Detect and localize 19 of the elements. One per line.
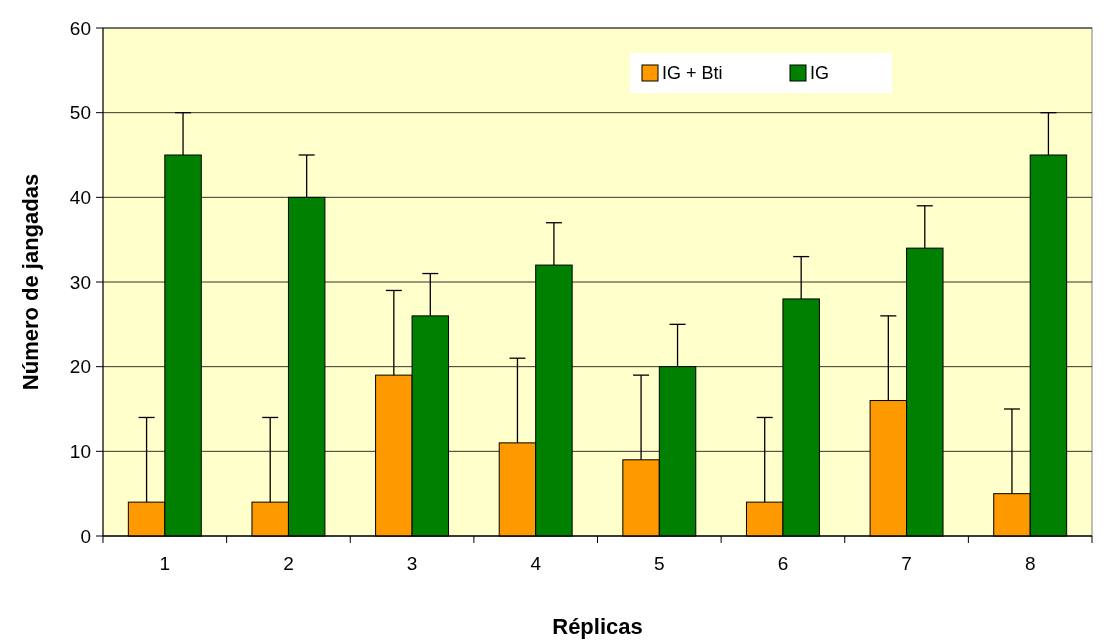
y-tick-label: 60	[69, 17, 91, 39]
y-axis-title: Número de jangadas	[18, 173, 43, 391]
y-tick-label: 20	[69, 356, 91, 378]
legend-label: IG	[810, 63, 830, 84]
x-tick-label: 5	[654, 553, 665, 574]
y-tick-label: 0	[80, 525, 91, 547]
y-tick-label: 10	[69, 440, 91, 462]
x-tick-label: 7	[901, 553, 912, 574]
x-tick-label: 2	[283, 553, 294, 574]
x-tick-label: 6	[777, 553, 789, 574]
x-tick-label: 8	[1024, 553, 1036, 574]
x-tick-label: 3	[406, 553, 418, 574]
y-tick-label: 30	[69, 271, 91, 293]
x-tick-label: 1	[159, 553, 171, 574]
x-axis-title: Réplicas	[552, 614, 643, 639]
legend-label: IG + Bti	[662, 63, 723, 84]
y-tick-label: 50	[69, 102, 91, 124]
x-tick-label: 4	[530, 553, 542, 574]
y-tick-label: 40	[69, 186, 91, 208]
